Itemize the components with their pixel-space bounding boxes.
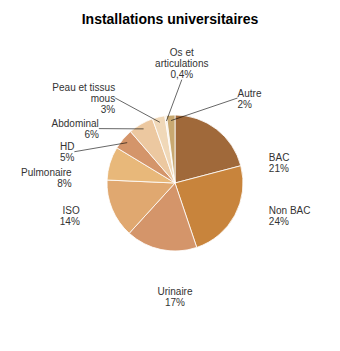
svg-text:ISO14%: ISO14% [60,205,80,227]
html-text:Installations universitaires: Installations universitaires [81,11,259,27]
svg-text:Non BAC24%: Non BAC24% [269,205,311,227]
svg-text:Urinaire17%: Urinaire17% [157,285,192,307]
svg-text:Os etarticulations0,4%: Os etarticulations0,4% [155,47,208,80]
svg-text:Abdominal6%: Abdominal6% [52,118,99,140]
svg-text:Pulmonaire8%: Pulmonaire8% [21,167,72,189]
svg-text:HD5%: HD5% [60,141,75,163]
svg-text:Peau et tissusmous3%: Peau et tissusmous3% [52,82,115,115]
svg-text:Autre2%: Autre2% [238,87,262,109]
svg-text:BAC21%: BAC21% [269,152,290,174]
